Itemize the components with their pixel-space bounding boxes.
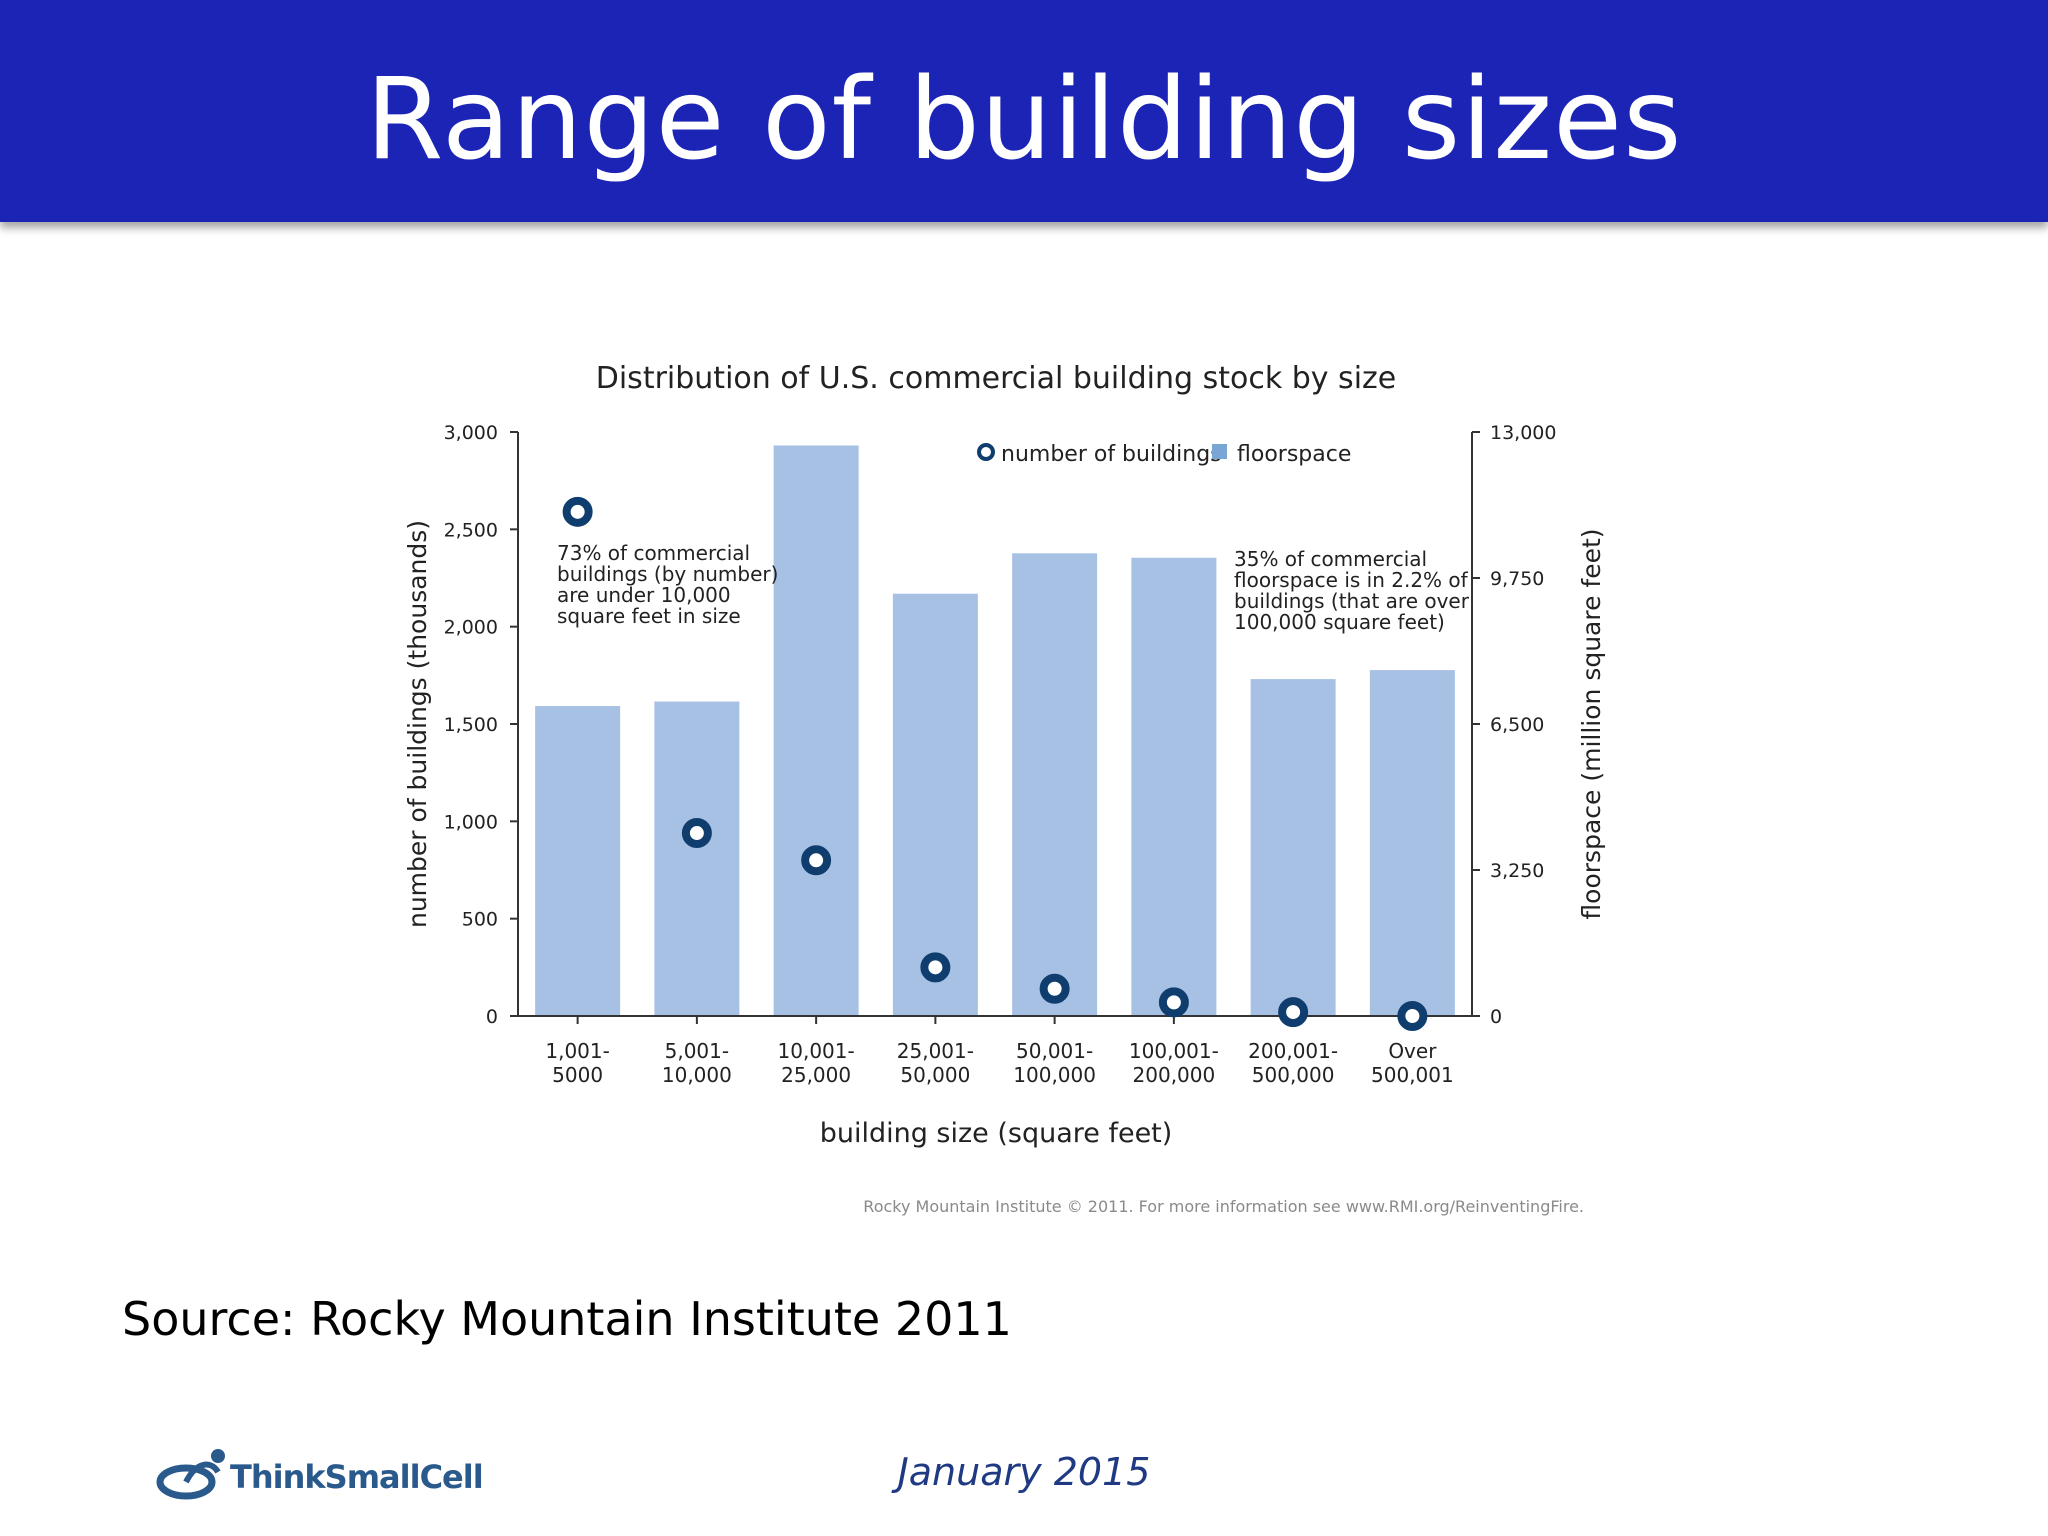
x-tick-label: 100,001- [1129, 1039, 1219, 1063]
y-tick-label: 3,000 [444, 422, 498, 444]
annotation-line: buildings (that are over [1234, 589, 1470, 613]
logo-text: ThinkSmallCell [230, 1458, 484, 1496]
y-tick-label: 1,000 [444, 811, 498, 833]
floorspace-bar [1012, 553, 1098, 1016]
x-tick-label: 5000 [552, 1063, 603, 1087]
floorspace-bar [892, 593, 978, 1016]
annotation-line: 73% of commercial [557, 541, 750, 565]
y-axis-label: number of buildings (thousands) [403, 520, 432, 928]
x-tick-label: 25,000 [781, 1063, 851, 1087]
floorspace-bar [1250, 679, 1336, 1016]
x-tick-label: 5,001- [665, 1039, 729, 1063]
legend: number of buildings floorspace [977, 442, 1351, 467]
y-tick-label: 0 [486, 1006, 498, 1028]
floorspace-bar [654, 701, 740, 1016]
buildings-point [562, 496, 593, 527]
buildings-point [1158, 987, 1189, 1018]
y-tick-label: 500 [462, 909, 498, 931]
y2-axis-label: floorspace (million square feet) [1577, 528, 1606, 919]
annotation-line: square feet in size [557, 604, 741, 628]
y2-tick-label: 9,750 [1490, 568, 1544, 590]
y2-tick-label: 0 [1490, 1006, 1502, 1028]
legend-label-buildings: number of buildings [1001, 442, 1222, 467]
x-tick-label: 200,000 [1133, 1063, 1216, 1087]
points-layer [562, 496, 1428, 1031]
x-tick-label: 50,000 [900, 1063, 970, 1087]
bars-layer [535, 445, 1455, 1016]
floorspace-bar [535, 706, 621, 1016]
chart-title: Distribution of U.S. commercial building… [596, 361, 1396, 396]
floorspace-bar [1131, 557, 1217, 1016]
y2-tick-label: 3,250 [1490, 860, 1544, 882]
legend-label-floorspace: floorspace [1237, 442, 1351, 467]
x-tick-label: 100,000 [1013, 1063, 1096, 1087]
floorspace-bar [1369, 670, 1455, 1016]
logo-swirl-icon [156, 1449, 225, 1500]
x-axis-label: building size (square feet) [820, 1118, 1173, 1149]
x-tick-label: 1,001- [545, 1039, 609, 1063]
logo: ThinkSmallCell [156, 1442, 496, 1510]
x-tick-label: 200,001- [1248, 1039, 1338, 1063]
page-title: Range of building sizes [365, 55, 1683, 185]
y-ticks-layer: 0 500 1,000 1,500 2,000 2,500 3,000 [444, 422, 518, 1028]
buildings-point [1039, 973, 1070, 1004]
buildings-point [920, 952, 951, 983]
buildings-point [1397, 1001, 1428, 1031]
x-tick-label: 25,001- [897, 1039, 974, 1063]
source-note: Source: Rocky Mountain Institute 2011 [122, 1292, 1012, 1346]
annotation-line: buildings (by number) [557, 562, 778, 586]
y-tick-label: 2,000 [444, 617, 498, 639]
y-tick-label: 2,500 [444, 519, 498, 541]
title-banner [0, 0, 2048, 222]
annotation-line: are under 10,000 [557, 583, 731, 607]
legend-swatch-icon [1212, 444, 1227, 459]
x-tick-label: Over [1388, 1039, 1437, 1063]
annotation-line: 100,000 square feet) [1234, 610, 1445, 634]
chart-credit: Rocky Mountain Institute © 2011. For mor… [863, 1197, 1584, 1216]
buildings-point [801, 845, 832, 876]
x-tick-label: 500,001 [1371, 1063, 1454, 1087]
x-tick-label: 500,000 [1252, 1063, 1335, 1087]
annotation-line: 35% of commercial [1234, 547, 1427, 571]
x-tick-label: 50,001- [1016, 1039, 1093, 1063]
legend-marker-icon [977, 443, 995, 461]
floorspace-bar [773, 445, 859, 1016]
x-tick-label: 10,000 [662, 1063, 732, 1087]
footer-date: January 2015 [897, 1450, 1151, 1494]
y2-tick-label: 13,000 [1490, 422, 1556, 444]
x-labels-layer: 1,001-5000 5,001-10,000 10,001-25,000 25,00… [545, 1016, 1454, 1087]
buildings-point [1278, 997, 1309, 1028]
y2-ticks-layer: 0 3,250 6,500 9,750 13,000 [1472, 422, 1556, 1028]
annotation-line: floorspace is in 2.2% of [1234, 568, 1469, 592]
y-tick-label: 1,500 [444, 714, 498, 736]
y2-tick-label: 6,500 [1490, 714, 1544, 736]
buildings-point [681, 818, 712, 849]
x-tick-label: 10,001- [778, 1039, 855, 1063]
